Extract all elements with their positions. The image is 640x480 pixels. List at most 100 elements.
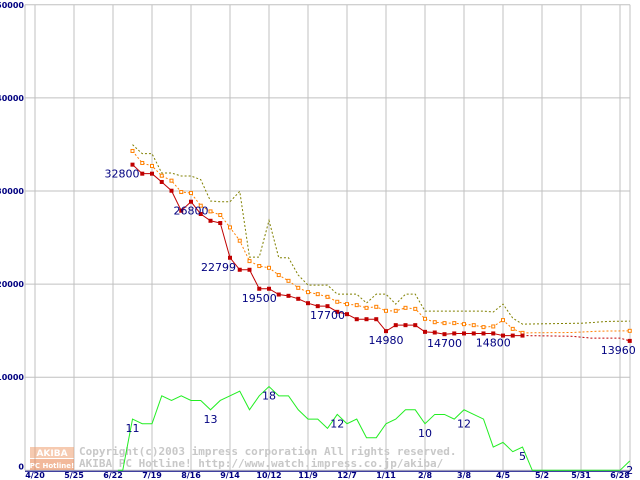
average-point <box>257 264 262 269</box>
max-line <box>132 144 630 325</box>
average-point <box>247 259 252 264</box>
data-label: 11 <box>126 422 140 435</box>
data-label: 2 <box>626 464 633 477</box>
average-point <box>374 304 379 309</box>
minimum-point <box>169 188 174 193</box>
minimum-point <box>481 331 486 336</box>
x-tick-label: 5/25 <box>64 471 84 480</box>
data-label: 26800 <box>174 205 209 218</box>
minimum-point <box>462 331 466 336</box>
average-point <box>491 324 496 329</box>
average-point <box>501 318 505 323</box>
data-label: 14800 <box>476 336 511 349</box>
average-point <box>403 305 408 310</box>
minimum-projected-line <box>522 335 630 342</box>
data-label: 12 <box>330 417 344 430</box>
x-tick-label: 7/19 <box>142 471 162 480</box>
grid <box>24 4 631 472</box>
minimum-point <box>296 296 301 301</box>
minimum-point <box>179 208 184 213</box>
average-point <box>267 265 271 270</box>
average-point <box>198 203 203 208</box>
x-tick-label: 4/5 <box>496 471 510 480</box>
average-point <box>471 323 476 328</box>
average-point <box>354 303 359 308</box>
minimum-point <box>403 323 408 328</box>
average-point <box>462 322 466 327</box>
average-point <box>627 328 632 333</box>
average-point <box>510 326 515 331</box>
data-label: 18 <box>262 390 276 403</box>
x-tick-label: 5/31 <box>571 471 591 480</box>
minimum-point <box>413 323 418 328</box>
average-line <box>132 150 523 334</box>
average-point <box>159 173 164 178</box>
data-label: 5 <box>519 450 526 463</box>
data-label: 12 <box>457 417 471 430</box>
average-point <box>140 160 145 165</box>
minimum-point <box>198 211 203 216</box>
data-label: 14700 <box>427 337 462 350</box>
average-point <box>130 148 135 153</box>
minimum-point <box>432 330 437 335</box>
minimum-point <box>218 221 223 226</box>
average-point <box>442 321 447 326</box>
x-tick-label: 9/14 <box>220 471 240 480</box>
average-point <box>276 273 281 278</box>
x-tick-label: 5/2 <box>535 471 549 480</box>
minimum-point <box>130 162 135 167</box>
average-point <box>237 238 242 243</box>
minimum-point <box>423 329 427 334</box>
x-tick-label: 1/11 <box>376 471 396 480</box>
average-projected-line <box>522 330 630 334</box>
data-label: 13960 <box>601 344 636 357</box>
average-point <box>169 178 174 183</box>
minimum-point <box>159 179 164 184</box>
minimum-point <box>345 312 349 317</box>
minimum-point <box>306 301 310 306</box>
minimum-point <box>335 309 340 314</box>
minimum-point <box>140 171 145 176</box>
x-tick-label: 12/7 <box>337 471 357 480</box>
data-label: 10 <box>418 427 432 440</box>
average-point <box>325 294 330 299</box>
minimum-point <box>276 292 281 297</box>
minimum-point <box>208 218 213 223</box>
minimum-point <box>237 267 242 272</box>
data-label: 17700 <box>310 309 345 322</box>
minimum-point <box>325 304 330 309</box>
x-tick-label: 11/9 <box>298 471 318 480</box>
minimum-point <box>150 171 154 176</box>
minimum-point <box>228 255 232 260</box>
average-point <box>306 290 310 295</box>
logo-bottom-text: PC Hotline! <box>30 462 74 470</box>
x-tick-label: 3/8 <box>457 471 471 480</box>
y-tick-label: 0 <box>18 462 24 471</box>
site-url-text: AKIBA PC Hotline! http://www.watch.impre… <box>79 457 444 470</box>
annotation-layer: 32800 26800 22799 19500 17700 14980 14700 14800… <box>105 168 636 477</box>
x-tick-label: 6/28 <box>610 471 630 480</box>
x-tick-label: 2/8 <box>418 471 432 480</box>
average-point <box>228 225 232 230</box>
x-tick-label: 10/12 <box>256 471 281 480</box>
average-point <box>150 163 154 168</box>
average-point <box>208 209 213 214</box>
y-tick-label: 40000 <box>0 94 24 103</box>
average-point <box>335 299 340 304</box>
minimum-point <box>442 332 447 337</box>
minimum-point <box>627 338 632 343</box>
minimum-point <box>374 317 379 322</box>
x-tick-label: 6/22 <box>103 471 123 480</box>
average-point <box>423 316 427 321</box>
series-layer <box>117 144 632 471</box>
average-point <box>452 321 457 326</box>
minimum-point <box>364 317 369 322</box>
minimum-point <box>510 333 515 338</box>
y-tick-label: 10000 <box>0 373 24 382</box>
average-point <box>296 285 301 290</box>
minimum-point <box>471 331 476 336</box>
x-tick-label: 8/16 <box>181 471 201 480</box>
